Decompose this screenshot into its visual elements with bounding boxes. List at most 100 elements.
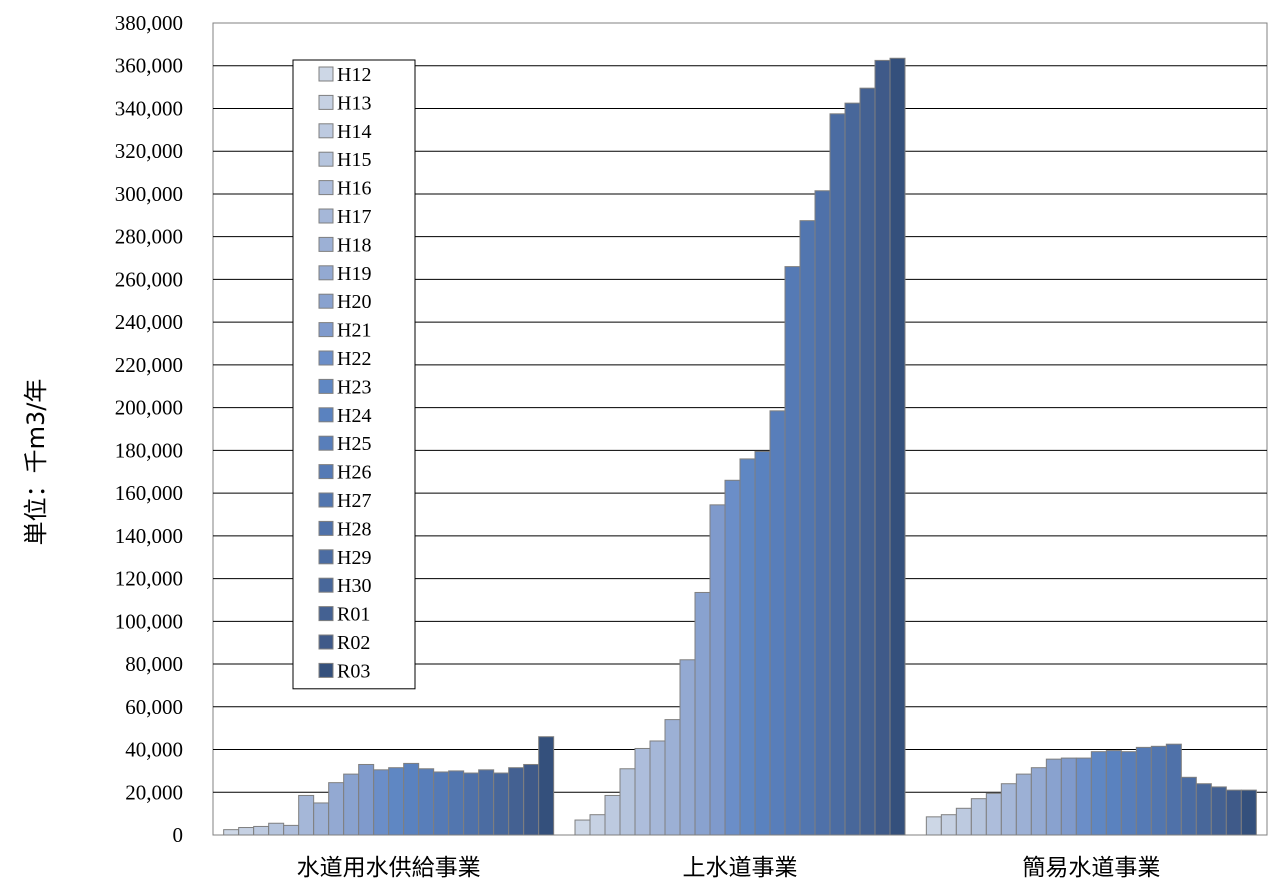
y-tick-label: 340,000 [115, 96, 183, 120]
bar-R02-2 [874, 59, 891, 836]
bar-R01-2 [859, 87, 876, 836]
bar-H12-3 [925, 816, 942, 836]
bar-H24-2 [754, 450, 771, 836]
bar-H20-1 [343, 773, 360, 836]
legend-swatch [318, 520, 334, 536]
bar-H28-1 [463, 772, 480, 836]
bar-H19-2 [679, 659, 696, 836]
y-tick-label: 280,000 [115, 225, 183, 249]
y-tick-label: 20,000 [125, 780, 183, 804]
bar-R03-1 [538, 736, 555, 836]
bar-H28-3 [1165, 743, 1182, 836]
bar-H20-2 [694, 591, 711, 836]
bar-H21-2 [709, 504, 726, 836]
bar-R01-3 [1210, 786, 1227, 836]
legend-label: H14 [337, 121, 371, 143]
bar-H30-2 [844, 102, 861, 836]
bar-H30-1 [493, 772, 510, 836]
bar-H12-2 [574, 819, 591, 836]
bar-H15-1 [268, 822, 285, 836]
bar-H15-3 [970, 798, 987, 836]
x-category-label: 上水道事業 [683, 855, 798, 881]
y-tick-label: 160,000 [115, 481, 183, 505]
legend-label: R03 [337, 660, 370, 682]
bar-H14-1 [253, 825, 270, 836]
y-tick-label: 300,000 [115, 182, 183, 206]
legend-swatch [318, 236, 334, 252]
y-tick-label: 140,000 [115, 524, 183, 548]
y-tick-label: 380,000 [115, 11, 183, 35]
bar-H21-1 [358, 763, 375, 836]
legend-swatch [318, 435, 334, 451]
bar-H22-1 [373, 769, 390, 836]
y-tick-label: 240,000 [115, 310, 183, 334]
x-axis-categories: 水道用水供給事業 上水道事業 簡易水道事業 [297, 855, 1161, 881]
bar-H18-2 [664, 719, 681, 836]
legend-label: H18 [337, 234, 371, 256]
legend-label: H27 [337, 490, 371, 512]
bar-H25-2 [769, 410, 786, 836]
bar-H17-1 [298, 794, 315, 836]
bar-H25-1 [418, 768, 435, 836]
legend-swatch [318, 464, 334, 480]
y-tick-label: 100,000 [115, 609, 183, 633]
y-tick-label: 320,000 [115, 139, 183, 163]
legend-label: H23 [337, 376, 371, 398]
bar-H14-2 [604, 794, 621, 836]
legend-label: H26 [337, 462, 371, 484]
bar-H22-2 [724, 479, 741, 836]
bar-H23-3 [1090, 751, 1107, 836]
bar-R01-1 [508, 767, 525, 836]
legend-label: H25 [337, 433, 371, 455]
x-category-label: 簡易水道事業 [1022, 855, 1160, 881]
legend-label: H22 [337, 348, 371, 370]
bar-H18-3 [1015, 773, 1032, 836]
legend-label: H28 [337, 518, 371, 540]
bar-H26-1 [433, 771, 450, 836]
y-tick-label: 120,000 [115, 567, 183, 591]
legend-label: H24 [337, 405, 371, 427]
legend-swatch [318, 180, 334, 196]
legend-label: R02 [337, 632, 370, 654]
legend-swatch [318, 662, 334, 678]
bar-H21-3 [1060, 757, 1077, 836]
bar-R02-1 [523, 763, 540, 836]
y-tick-label: 220,000 [115, 353, 183, 377]
bar-H19-3 [1030, 767, 1047, 836]
bar-R03-3 [1240, 789, 1257, 836]
legend-label: H15 [337, 149, 371, 171]
legend-swatch [318, 606, 334, 622]
legend-label: H19 [337, 263, 371, 285]
bar-H26-3 [1135, 746, 1152, 836]
legend-label: H21 [337, 320, 371, 342]
y-tick-label: 200,000 [115, 396, 183, 420]
bar-R03-2 [889, 57, 906, 836]
y-tick-label: 40,000 [125, 738, 183, 762]
legend-swatch [318, 123, 334, 139]
legend-swatch [318, 378, 334, 394]
legend-swatch [318, 208, 334, 224]
y-axis-label: 単位：千m3/年 [22, 379, 50, 546]
legend-swatch [318, 66, 334, 82]
bar-H29-1 [478, 769, 495, 836]
legend-swatch [318, 322, 334, 338]
bar-H27-1 [448, 770, 465, 836]
bar-H29-2 [829, 113, 846, 836]
legend-swatch [318, 407, 334, 423]
legend-label: H29 [337, 547, 371, 569]
legend-swatch [318, 492, 334, 508]
legend-swatch [318, 265, 334, 281]
y-tick-label: 0 [173, 823, 184, 847]
bar-H26-2 [784, 266, 801, 836]
legend-swatch [318, 634, 334, 650]
bar-H23-2 [739, 458, 756, 836]
legend-label: H30 [337, 575, 371, 597]
legend-label: H13 [337, 92, 371, 114]
legend-swatch [318, 151, 334, 167]
bar-H13-2 [589, 814, 606, 836]
legend-label: H20 [337, 291, 371, 313]
bar-H17-2 [649, 740, 666, 836]
bar-H19-1 [328, 782, 345, 836]
bar-H20-3 [1045, 758, 1062, 836]
bar-H16-3 [985, 792, 1002, 836]
